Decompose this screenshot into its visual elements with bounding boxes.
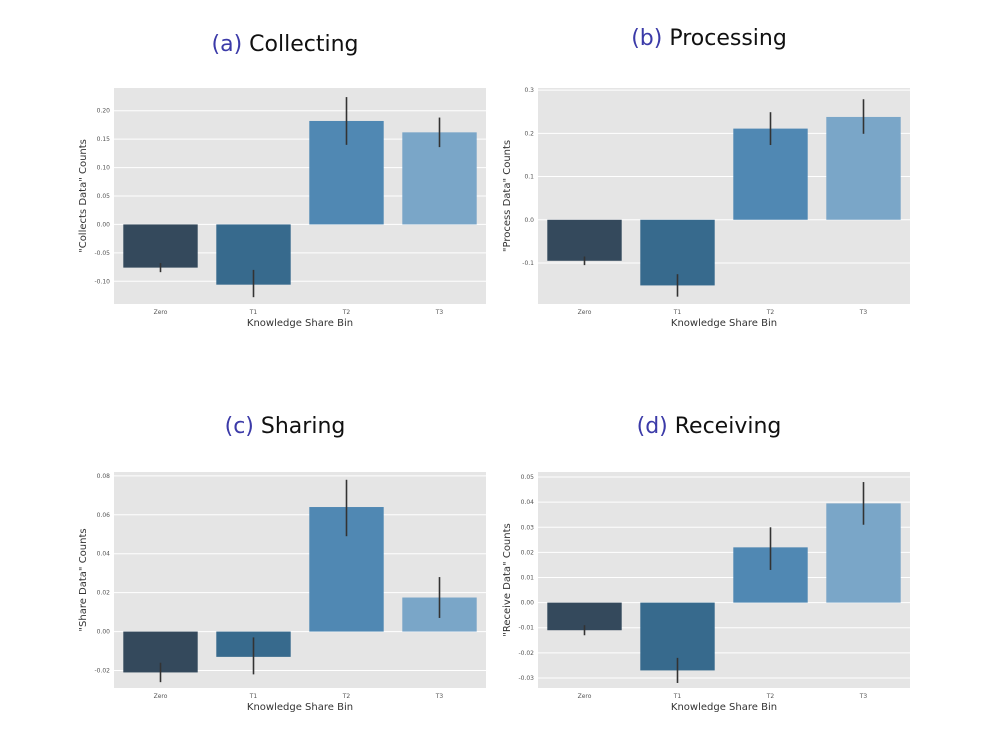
y-tick-label: 0.04 (521, 499, 535, 506)
processing-chart: -0.1 0.0 0.1 0.2 0.3 Zero T1 T2 T3 Knowledge Shar… (502, 87, 910, 329)
panel-title-text: Collecting (249, 32, 359, 57)
y-tick-label: -0.05 (94, 250, 110, 257)
receiving-chart: -0.03 -0.02 -0.01 0.00 0.01 0.02 0.03 0.04 0.05 Z… (502, 472, 910, 713)
y-tick-label: -0.02 (94, 667, 110, 674)
x-tick-label: T2 (766, 693, 775, 700)
bar-zero (547, 219, 622, 261)
panel-collecting: (a) Collecting -0.10 -0.05 0.00 0.05 0.10 0.1… (70, 28, 500, 358)
x-axis-label: Knowledge Share Bin (247, 702, 353, 713)
x-tick-label: Zero (578, 309, 592, 316)
x-tick-label: Zero (154, 693, 168, 700)
collecting-chart: -0.10 -0.05 0.00 0.05 0.10 0.15 0.20 Zero T1 T2 T3… (78, 88, 486, 329)
y-tick-label: 0.20 (97, 108, 111, 115)
y-tick-label: 0.00 (97, 629, 111, 636)
panel-title: (c) Sharing (70, 414, 500, 439)
x-tick-label: Zero (154, 309, 168, 316)
y-tick-label: 0.02 (521, 549, 535, 556)
panel-title: (b) Processing (494, 26, 924, 51)
bar-t3 (826, 116, 901, 220)
panel-title-text: Processing (669, 26, 787, 51)
y-tick-label: 0.00 (521, 600, 535, 607)
y-axis-label: "Share Data" Counts (78, 528, 89, 631)
panel-title: (a) Collecting (70, 32, 500, 57)
x-tick-label: T1 (249, 309, 258, 316)
panel-letter: (a) (211, 32, 243, 57)
y-axis-label: "Collects Data" Counts (78, 139, 89, 253)
panel-letter: (b) (631, 26, 663, 51)
y-tick-label: 0.15 (97, 136, 111, 143)
sharing-chart: -0.02 0.00 0.02 0.04 0.06 0.08 Zero T1 T2 T3 Knowl… (78, 472, 486, 713)
x-tick-label: T2 (342, 309, 351, 316)
y-tick-label: 0.3 (524, 87, 534, 94)
y-tick-label: 0.01 (521, 574, 535, 581)
x-tick-label: T3 (435, 693, 444, 700)
panel-title: (d) Receiving (494, 414, 924, 439)
y-tick-label: 0.02 (97, 590, 111, 597)
x-tick-label: T1 (249, 693, 258, 700)
panel-processing: (b) Processing -0.1 0.0 0.1 0.2 0.3 Zero T1 T2 T… (494, 26, 924, 358)
y-tick-label: -0.03 (518, 675, 534, 682)
y-axis-label: "Receive Data" Counts (502, 523, 513, 637)
y-tick-label: 0.03 (521, 524, 535, 531)
y-tick-label: 0.06 (97, 512, 111, 519)
panel-sharing: (c) Sharing -0.02 0.00 0.02 0.04 0.06 0.08 Zer… (70, 412, 500, 742)
panel-title-text: Sharing (260, 414, 346, 439)
x-tick-label: T3 (859, 309, 868, 316)
bar-zero (123, 224, 198, 268)
x-tick-label: T2 (342, 693, 351, 700)
x-tick-label: Zero (578, 693, 592, 700)
y-tick-label: 0.0 (524, 217, 534, 224)
x-tick-label: T1 (673, 693, 682, 700)
y-tick-label: -0.02 (518, 650, 534, 657)
panel-letter: (c) (224, 414, 254, 439)
y-tick-label: -0.01 (518, 625, 534, 632)
y-tick-label: 0.00 (97, 221, 111, 228)
y-tick-label: -0.1 (522, 260, 534, 267)
x-axis-label: Knowledge Share Bin (671, 702, 777, 713)
y-tick-label: 0.05 (521, 474, 535, 481)
x-tick-label: T2 (766, 309, 775, 316)
panel-letter: (d) (636, 414, 668, 439)
x-axis-label: Knowledge Share Bin (247, 318, 353, 329)
panel-title-text: Receiving (674, 414, 782, 439)
y-tick-label: 0.1 (524, 174, 534, 181)
panel-receiving: (d) Receiving -0.03 -0.02 -0.01 0.00 0.01 0.0… (494, 412, 924, 742)
y-tick-label: 0.08 (97, 473, 111, 480)
y-axis-label: "Process Data" Counts (502, 140, 513, 252)
y-tick-label: -0.10 (94, 278, 110, 285)
x-tick-label: T1 (673, 309, 682, 316)
x-tick-label: T3 (859, 693, 868, 700)
x-tick-label: T3 (435, 309, 444, 316)
y-tick-label: 0.10 (97, 165, 111, 172)
x-axis-label: Knowledge Share Bin (671, 318, 777, 329)
y-tick-label: 0.04 (97, 551, 111, 558)
y-tick-label: 0.2 (524, 130, 534, 137)
y-tick-label: 0.05 (97, 193, 111, 200)
bar-t3 (402, 132, 477, 225)
